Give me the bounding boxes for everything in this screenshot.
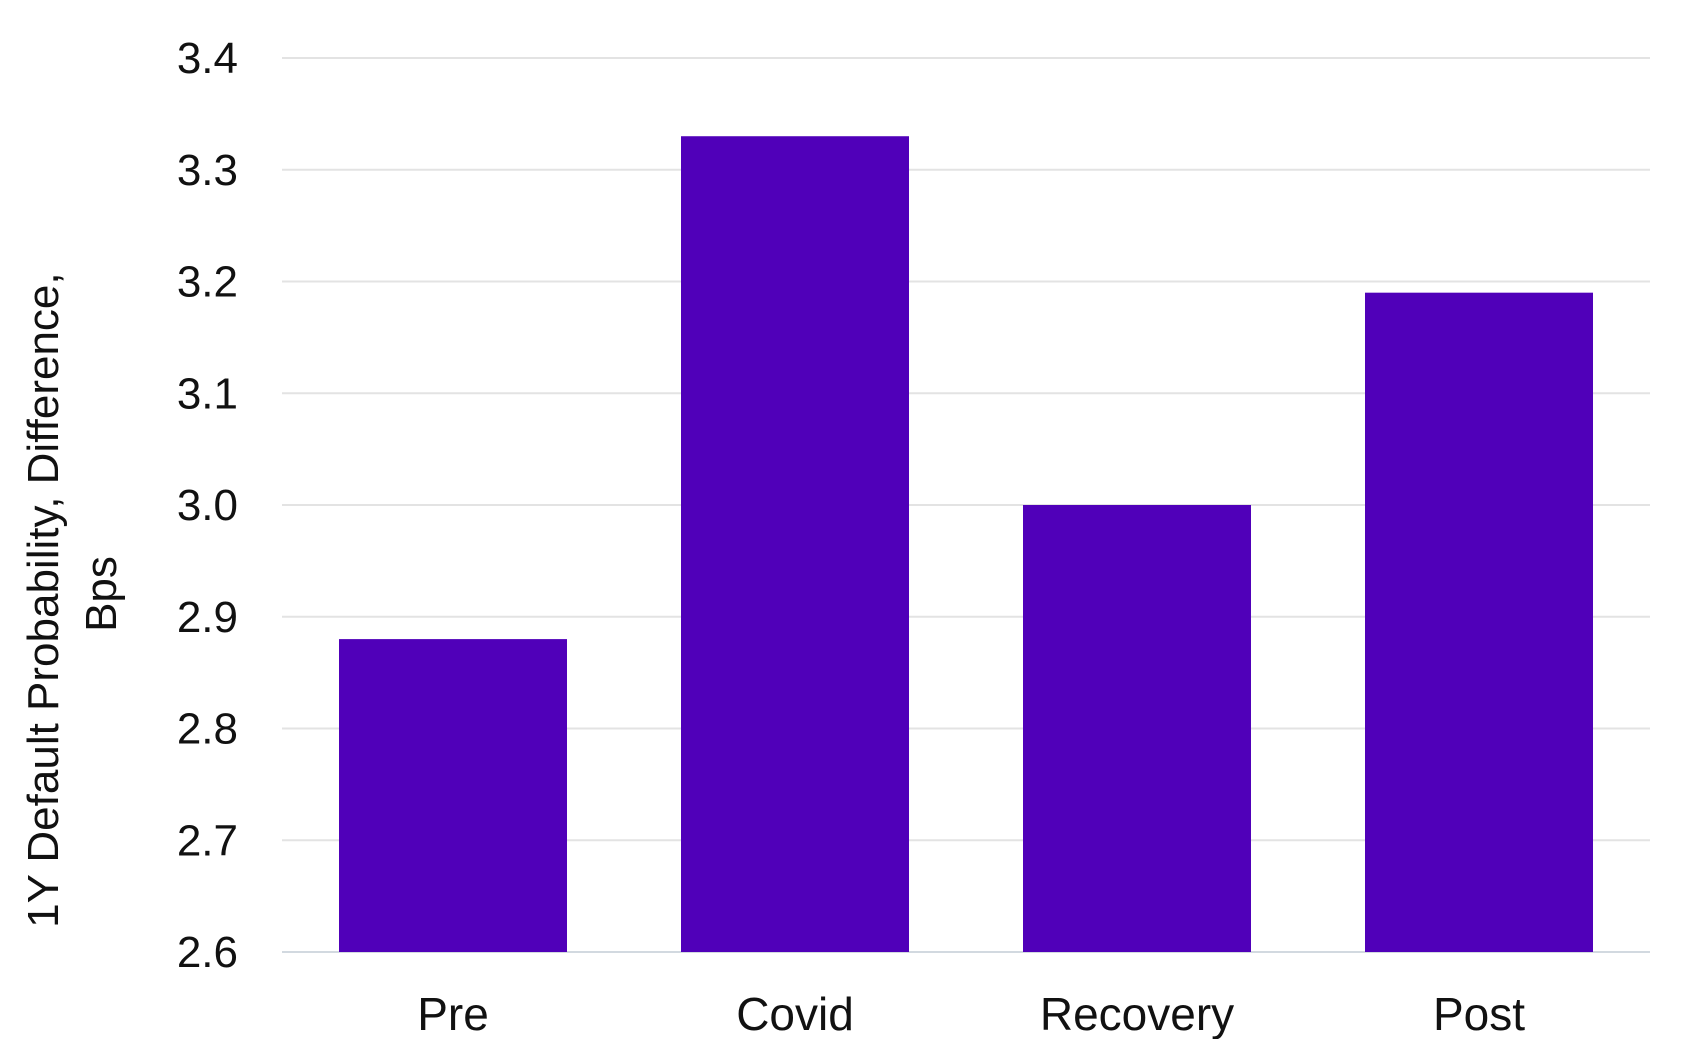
y-tick-label: 3.1 <box>177 369 238 418</box>
y-axis-title-line-1: 1Y Default Probability, Difference, <box>19 272 68 927</box>
y-tick-label: 2.8 <box>177 705 238 754</box>
y-tick-label: 2.7 <box>177 816 238 865</box>
x-category-label-pre: Pre <box>417 988 489 1039</box>
y-tick-label: 2.9 <box>177 593 238 642</box>
y-tick-label: 2.6 <box>177 928 238 977</box>
bar-post <box>1365 292 1593 952</box>
y-tick-label: 3.3 <box>177 146 238 195</box>
x-category-label-recovery: Recovery <box>1040 988 1234 1039</box>
y-axis-title: 1Y Default Probability, Difference, Bps <box>19 260 126 928</box>
x-category-label-post: Post <box>1433 988 1525 1039</box>
bar-pre <box>339 639 567 952</box>
y-tick-label: 3.4 <box>177 34 238 83</box>
x-category-labels: Pre Covid Recovery Post <box>417 988 1525 1039</box>
y-tick-labels: 2.6 2.7 2.8 2.9 3.0 3.1 3.2 3.3 3.4 <box>177 34 238 977</box>
bars <box>339 136 1593 953</box>
y-tick-label: 3.0 <box>177 481 238 530</box>
x-category-label-covid: Covid <box>736 988 854 1039</box>
y-axis-title-line-2: Bps <box>77 556 126 632</box>
bar-covid <box>681 136 909 953</box>
y-tick-label: 3.2 <box>177 258 238 307</box>
bar-recovery <box>1023 505 1251 952</box>
